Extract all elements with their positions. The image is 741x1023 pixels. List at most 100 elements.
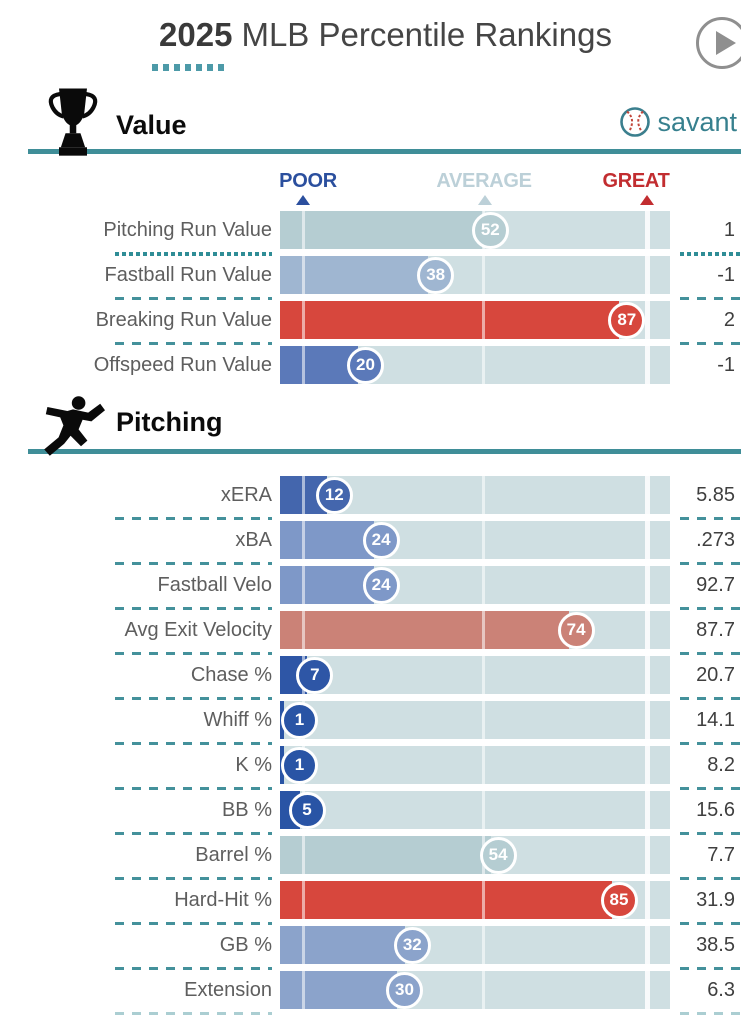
gridline xyxy=(302,926,305,964)
percentile-badge[interactable]: 20 xyxy=(347,346,384,384)
percentile-row: Offspeed Run Value 20 -1 xyxy=(0,343,741,388)
section-title-pitching: Pitching xyxy=(116,407,223,437)
gridline xyxy=(482,791,485,829)
percentile-bar xyxy=(280,926,405,964)
percentile-badge[interactable]: 38 xyxy=(417,256,455,294)
row-separator xyxy=(680,607,741,610)
stat-label: Barrel % xyxy=(195,844,272,866)
poor-marker-icon xyxy=(296,195,310,205)
gridline xyxy=(302,611,305,649)
percentile-row: Breaking Run Value 87 2 xyxy=(0,298,741,345)
percentile-badge[interactable]: 1 xyxy=(281,746,318,784)
gridline xyxy=(482,346,485,384)
percentile-bar xyxy=(280,566,374,604)
row-separator xyxy=(115,342,272,345)
gridline xyxy=(645,476,650,514)
row-separator xyxy=(680,922,741,925)
row-separator xyxy=(680,877,741,880)
play-icon xyxy=(716,31,736,55)
value-rows: Pitching Run Value 52 1 Fastball Run Value 3… xyxy=(0,208,741,388)
row-separator xyxy=(680,252,741,256)
pitching-rows: xERA 12 5.85 xBA 24 .273 Fastball Velo 24 92.7 Av… xyxy=(0,473,741,1015)
percentile-badge[interactable]: 24 xyxy=(362,521,400,559)
page-title: 2025 MLB Percentile Rankings xyxy=(0,16,741,54)
stat-label: Offspeed Run Value xyxy=(93,354,272,376)
great-label: GREAT xyxy=(602,170,670,192)
gridline xyxy=(302,881,305,919)
gridline xyxy=(482,301,485,339)
percentile-row: xBA 24 .273 xyxy=(0,518,741,565)
gridline xyxy=(645,566,650,604)
percentile-row: Fastball Run Value 38 -1 xyxy=(0,253,741,300)
row-separator xyxy=(680,342,741,345)
percentile-badge[interactable]: 7 xyxy=(296,656,334,694)
section-rule xyxy=(28,149,741,154)
stat-label: BB % xyxy=(221,799,272,821)
average-marker-icon xyxy=(478,195,492,205)
gridline xyxy=(302,476,305,514)
percentile-badge[interactable]: 87 xyxy=(608,301,646,339)
stat-value: .273 xyxy=(696,529,735,551)
percentile-track: 5 xyxy=(280,791,670,829)
savant-wordmark: savant xyxy=(657,106,737,137)
row-separator xyxy=(680,697,741,700)
row-separator xyxy=(680,297,741,300)
stat-value: 1 xyxy=(723,219,735,241)
savant-logo[interactable]: savant xyxy=(619,106,737,138)
gridline xyxy=(302,301,305,339)
row-separator xyxy=(680,1012,741,1015)
play-button[interactable] xyxy=(696,17,741,69)
percentile-badge[interactable]: 30 xyxy=(386,971,423,1009)
percentile-row: Pitching Run Value 52 1 xyxy=(0,208,741,256)
percentile-badge[interactable]: 74 xyxy=(557,611,595,649)
percentile-badge[interactable]: 12 xyxy=(315,476,353,514)
row-separator xyxy=(115,562,272,565)
percentile-badge[interactable]: 32 xyxy=(393,926,431,964)
percentile-badge[interactable]: 24 xyxy=(362,566,400,604)
percentile-track: 85 xyxy=(280,881,670,919)
percentile-badge[interactable]: 85 xyxy=(600,881,638,919)
percentile-track: 20 xyxy=(280,346,670,384)
gridline xyxy=(645,791,650,829)
row-separator xyxy=(115,652,272,655)
section-header-value: Value savant xyxy=(0,84,741,158)
gridline xyxy=(482,881,485,919)
pitcher-icon xyxy=(44,396,105,456)
row-separator xyxy=(680,652,741,655)
percentile-bar xyxy=(280,346,358,384)
section-header-pitching: Pitching xyxy=(0,393,741,456)
stat-value: 7.7 xyxy=(707,844,735,866)
row-separator xyxy=(115,877,272,880)
stat-label: K % xyxy=(235,754,272,776)
stat-label: Fastball Velo xyxy=(157,574,272,596)
percentile-track: 7 xyxy=(280,656,670,694)
stat-value: 6.3 xyxy=(707,979,735,1001)
row-separator xyxy=(115,697,272,700)
gridline xyxy=(645,521,650,559)
gridline xyxy=(645,926,650,964)
stat-value: 38.5 xyxy=(696,934,735,956)
percentile-track: 54 xyxy=(280,836,670,874)
percentile-row: Whiff % 1 14.1 xyxy=(0,698,741,745)
percentile-badge[interactable]: 1 xyxy=(281,701,318,739)
gridline xyxy=(482,746,485,784)
percentile-badge[interactable]: 5 xyxy=(288,791,326,829)
gridline xyxy=(645,346,650,384)
row-separator xyxy=(680,562,741,565)
percentile-row: xERA 12 5.85 xyxy=(0,473,741,520)
stat-label: xERA xyxy=(220,484,272,506)
percentile-track: 52 xyxy=(280,211,670,249)
percentile-bar xyxy=(280,301,620,339)
stat-label: Pitching Run Value xyxy=(103,219,272,241)
percentile-track: 24 xyxy=(280,521,670,559)
stat-label: Fastball Run Value xyxy=(104,264,273,286)
gridline xyxy=(482,521,485,559)
title-year: 2025 xyxy=(159,16,233,53)
percentile-badge[interactable]: 54 xyxy=(479,836,517,874)
percentile-badge[interactable]: 52 xyxy=(471,211,509,249)
gridline xyxy=(645,256,650,294)
trophy-icon xyxy=(48,88,98,156)
stat-label: Breaking Run Value xyxy=(95,309,272,331)
stat-value: 20.7 xyxy=(696,664,735,686)
row-separator xyxy=(115,967,272,970)
